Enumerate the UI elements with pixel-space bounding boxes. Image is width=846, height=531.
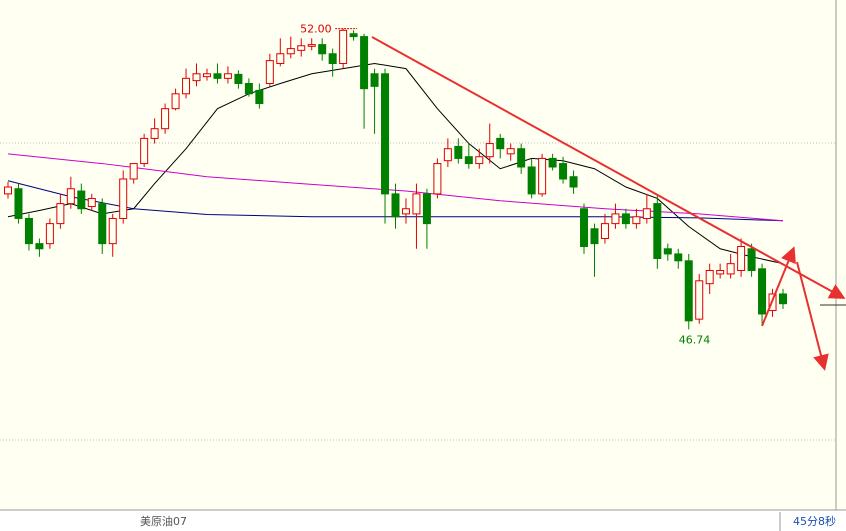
- candle-body: [391, 193, 400, 218]
- candle-body: [600, 223, 609, 239]
- candle-body: [726, 263, 735, 275]
- arrow: [796, 261, 829, 371]
- arrow: [761, 246, 796, 327]
- candle-body: [108, 217, 117, 245]
- price-label: 52.00: [300, 23, 332, 36]
- candle-body: [538, 157, 547, 195]
- candle-body: [621, 213, 630, 225]
- plot-background: [0, 0, 836, 510]
- symbol-label: 美原油07: [140, 514, 187, 528]
- candle-body: [475, 156, 484, 165]
- candle-body: [422, 193, 431, 225]
- candle-body: [485, 143, 494, 158]
- candle-body: [192, 73, 201, 82]
- candle-body: [548, 157, 557, 168]
- candle-body: [443, 148, 452, 162]
- candle-body: [412, 193, 421, 215]
- candle-body: [87, 197, 96, 207]
- candle-body: [737, 245, 746, 272]
- candle-body: [632, 216, 641, 225]
- candle-body: [244, 82, 253, 95]
- side-panel: [836, 0, 846, 510]
- candle-body: [182, 77, 191, 95]
- candle-body: [349, 33, 358, 38]
- candle-body: [401, 208, 410, 215]
- candle-body: [328, 53, 337, 64]
- candle-body: [66, 188, 75, 205]
- candle-body: [580, 208, 589, 247]
- candle-body: [642, 208, 651, 219]
- candle-body: [202, 73, 211, 78]
- candle-body: [161, 108, 170, 130]
- candle-body: [527, 166, 536, 195]
- candle-body: [674, 253, 683, 262]
- candle-body: [35, 243, 44, 250]
- candle-body: [14, 188, 23, 219]
- countdown: 45分8秒: [793, 514, 836, 528]
- moving-average: [7, 62, 784, 265]
- candle-body: [663, 248, 672, 255]
- candle-body: [496, 137, 505, 150]
- candle-body: [517, 148, 526, 168]
- candle-body: [276, 53, 285, 64]
- candle-body: [98, 203, 107, 245]
- candle-body: [318, 44, 327, 55]
- candle-body: [77, 190, 86, 210]
- candle-body: [716, 270, 725, 275]
- price-label: 46.74: [679, 333, 711, 346]
- candle-body: [454, 145, 463, 159]
- candle-body: [119, 178, 128, 219]
- candle-body: [56, 203, 65, 225]
- candle-body: [506, 148, 515, 155]
- marks: 52.00 46.74: [4, 23, 787, 346]
- candle-body: [653, 203, 662, 260]
- candle-body: [150, 128, 159, 139]
- candle-body: [297, 45, 306, 51]
- candle-body: [255, 89, 264, 105]
- candle-body: [339, 29, 348, 64]
- candle-body: [45, 223, 54, 245]
- candle-body: [747, 248, 756, 272]
- candle-body: [464, 156, 473, 165]
- candle-body: [360, 36, 369, 90]
- candle-body: [370, 73, 379, 87]
- candle-body: [171, 93, 180, 110]
- candle-body: [213, 73, 222, 79]
- trend-line: [371, 36, 846, 299]
- candle-body: [705, 270, 714, 285]
- candle-body: [223, 73, 232, 79]
- candle-body: [569, 176, 578, 188]
- trend-annotations: [371, 36, 846, 371]
- candle-body: [265, 60, 274, 84]
- candle-body: [433, 163, 442, 195]
- candle-body: [4, 186, 12, 195]
- candle-body: [559, 163, 568, 180]
- candle-body: [611, 213, 620, 225]
- candle-body: [140, 137, 149, 165]
- candle-body: [234, 73, 243, 84]
- candle-body: [381, 73, 390, 195]
- candle-body: [695, 280, 704, 320]
- candle-body: [307, 44, 316, 47]
- candle-body: [684, 260, 693, 322]
- candle-body: [779, 293, 787, 305]
- candle-body: [24, 217, 33, 245]
- candle-body: [758, 268, 767, 315]
- candle-body: [286, 48, 295, 55]
- candle-body: [590, 228, 599, 245]
- candle-body: [129, 163, 138, 180]
